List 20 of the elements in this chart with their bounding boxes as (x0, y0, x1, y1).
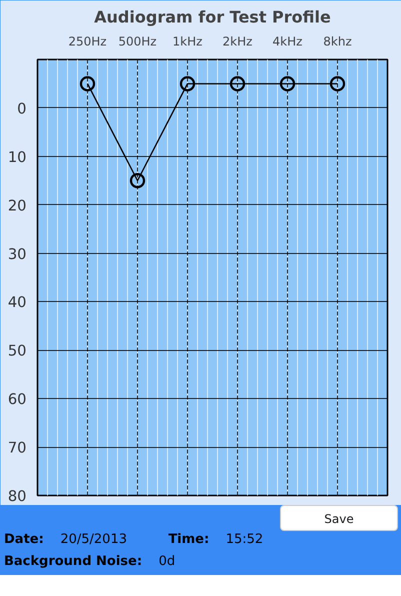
x-tick-label: 1kHz (172, 34, 202, 48)
x-tick-label: 500Hz (118, 34, 157, 48)
x-tick-label: 8khz (323, 34, 352, 48)
x-tick-label: 250Hz (68, 34, 107, 48)
y-tick-label: 0 (17, 100, 27, 118)
y-tick-label: 40 (8, 294, 27, 312)
y-tick-label: 60 (8, 391, 27, 408)
text: Time: 15:52 (168, 532, 264, 547)
x-tick-label: 4kHz (272, 34, 302, 48)
y-tick-label: 80 (8, 488, 27, 505)
chart-title: Audiogram for Test Profile (94, 8, 331, 26)
y-tick-label: 30 (8, 246, 27, 263)
y-tick-label: 70 (8, 440, 27, 457)
text: Date: 20/5/2013 (4, 532, 127, 547)
text: Save (280, 505, 398, 531)
y-tick-label: 50 (8, 342, 27, 360)
x-tick-label: 2kHz (222, 34, 252, 48)
y-tick-label: 20 (8, 197, 27, 214)
text: Background Noise: 0d (4, 554, 176, 569)
y-tick-label: 10 (8, 148, 27, 166)
